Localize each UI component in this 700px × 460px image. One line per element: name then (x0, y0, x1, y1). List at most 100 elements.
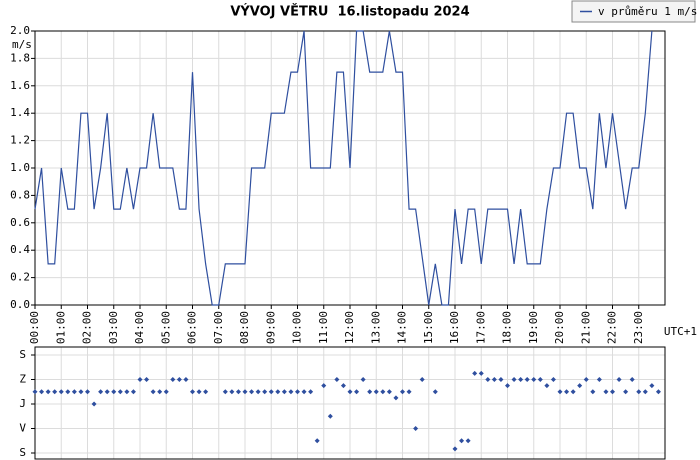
x-tick-label: 03:00 (107, 311, 120, 344)
x-tick-label: 23:00 (632, 311, 645, 344)
scatter-point (531, 377, 537, 382)
scatter-point (505, 383, 510, 389)
scatter-point (163, 389, 169, 395)
scatter-point (314, 438, 320, 444)
scatter-point (288, 389, 294, 395)
scatter-point (610, 389, 615, 395)
x-tick-label: 01:00 (54, 311, 67, 344)
scatter-point (577, 383, 583, 389)
line-series (34, 30, 653, 306)
scatter-point (249, 389, 255, 395)
x-tick-label: 13:00 (369, 311, 382, 344)
scatter-point (557, 389, 563, 395)
scatter-point (190, 389, 195, 395)
scatter-point (170, 377, 176, 382)
scatter-point (642, 389, 648, 395)
scatter-point (367, 389, 373, 395)
y-tick-label: 0.6 (10, 216, 30, 229)
y-tick-label: 1.6 (10, 79, 30, 92)
y-tick-label: 1.0 (10, 161, 30, 174)
x-tick-label: 02:00 (81, 311, 94, 344)
x-tick-label: 17:00 (474, 311, 487, 344)
scatter-point (544, 383, 550, 389)
scatter-point (183, 377, 189, 382)
y-tick-label: 1.4 (10, 106, 30, 119)
scatter-point (623, 389, 629, 395)
scatter-point (360, 377, 366, 382)
scatter-point (550, 377, 556, 382)
scatter-point (150, 389, 156, 395)
y-tick-label: 1.8 (10, 51, 30, 64)
scatter-point (301, 389, 307, 395)
y-axis-label: m/s (12, 38, 32, 51)
scatter-point (275, 389, 281, 395)
x-tick-label: 10:00 (291, 311, 304, 344)
scatter-point (130, 389, 136, 395)
x-tick-label: 00:00 (28, 311, 41, 344)
scatter-point (465, 438, 471, 444)
scatter-point (616, 377, 622, 382)
scatter-point (124, 389, 130, 395)
scatter-point (655, 389, 661, 395)
scatter-point (85, 389, 90, 395)
scatter-point (373, 389, 379, 395)
x-axis-label: UTC+1 (664, 325, 697, 338)
scatter-point (321, 383, 327, 389)
legend-label: v průměru 1 m/s (598, 5, 697, 18)
y-tick-label: J (19, 397, 26, 410)
scatter-point (603, 389, 609, 395)
y-tick-label: S (19, 446, 26, 459)
y-tick-label: 0.4 (10, 243, 30, 256)
scatter-point (649, 383, 655, 389)
scatter-point (157, 389, 163, 395)
scatter-point (478, 370, 484, 376)
x-tick-label: 09:00 (264, 311, 277, 344)
scatter-point (196, 389, 202, 395)
scatter-point (564, 389, 570, 395)
y-tick-label: 2.0 (10, 24, 30, 37)
scatter-point (498, 377, 504, 382)
scatter-point (78, 389, 84, 395)
scatter-point (144, 377, 150, 382)
scatter-point (137, 377, 143, 382)
scatter-point (340, 383, 346, 389)
scatter-point (104, 389, 110, 395)
x-tick-label: 20:00 (553, 311, 566, 344)
scatter-point (524, 377, 530, 382)
scatter-point (406, 389, 412, 395)
scatter-point (65, 389, 71, 395)
scatter-point (52, 389, 58, 395)
y-tick-label: S (19, 348, 26, 361)
scatter-point (32, 389, 38, 395)
scatter-point (400, 389, 405, 395)
scatter-point (334, 377, 340, 382)
scatter-point (393, 395, 399, 401)
x-tick-label: 18:00 (501, 311, 514, 344)
scatter-point (98, 389, 104, 395)
scatter-point (413, 426, 419, 431)
scatter-point (452, 446, 458, 452)
y-tick-label: Z (19, 373, 26, 386)
scatter-point (380, 389, 386, 395)
scatter-point (419, 377, 425, 382)
scatter-point (518, 377, 524, 382)
x-tick-label: 07:00 (212, 311, 225, 344)
scatter-point (281, 389, 287, 395)
x-tick-label: 22:00 (606, 311, 619, 344)
scatter-point (255, 389, 261, 395)
scatter-point (117, 389, 123, 395)
scatter-point (472, 370, 478, 376)
scatter-point (570, 389, 576, 395)
scatter-point (229, 389, 235, 395)
scatter-point (386, 389, 392, 395)
scatter-point (596, 377, 602, 382)
scatter-point (58, 389, 64, 395)
y-tick-label: 0.2 (10, 271, 30, 284)
scatter-point (91, 401, 97, 407)
scatter-point (39, 389, 45, 395)
scatter-point (222, 389, 228, 395)
chart-title: VÝVOJ VĚTRU 16.listopadu 2024 (230, 4, 469, 20)
scatter-point (459, 438, 465, 444)
